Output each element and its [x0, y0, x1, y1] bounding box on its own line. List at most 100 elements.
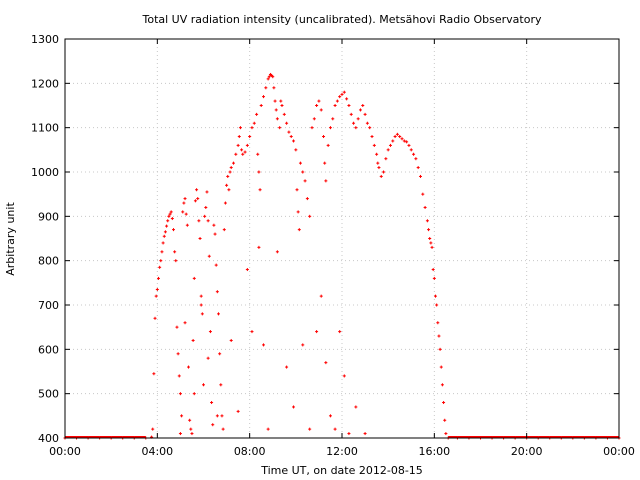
- data-point: [245, 268, 249, 272]
- y-tick-label: 600: [38, 343, 59, 356]
- data-point: [407, 143, 411, 147]
- data-point: [331, 117, 335, 121]
- data-point: [295, 188, 299, 192]
- data-point: [409, 148, 413, 152]
- data-point: [279, 99, 283, 103]
- data-point: [377, 166, 381, 170]
- data-point: [319, 108, 323, 112]
- data-point: [204, 205, 208, 209]
- data-point: [257, 170, 261, 174]
- data-point: [215, 414, 219, 418]
- data-point: [308, 214, 312, 218]
- y-tick-label: 1300: [31, 33, 59, 46]
- data-point: [161, 241, 165, 245]
- data-point: [206, 356, 210, 360]
- data-point: [160, 250, 164, 254]
- data-point: [184, 212, 188, 216]
- data-point: [358, 108, 362, 112]
- data-point: [354, 126, 358, 130]
- data-point: [368, 126, 372, 130]
- data-point: [423, 205, 427, 209]
- y-tick-label: 1200: [31, 77, 59, 90]
- data-point: [301, 343, 305, 347]
- data-point: [226, 174, 230, 178]
- data-point: [352, 121, 356, 125]
- data-point: [342, 374, 346, 378]
- data-point: [272, 86, 276, 90]
- data-point: [273, 99, 277, 103]
- data-point: [199, 303, 203, 307]
- data-point: [347, 432, 351, 436]
- data-point: [328, 414, 332, 418]
- data-point: [275, 117, 279, 121]
- data-point: [436, 321, 440, 325]
- data-point: [356, 117, 360, 121]
- data-point: [196, 197, 200, 201]
- data-point: [414, 157, 418, 161]
- data-point: [326, 143, 330, 147]
- x-tick-label: 08:00: [234, 445, 266, 458]
- data-point: [312, 117, 316, 121]
- data-point: [400, 137, 404, 141]
- data-point: [256, 152, 260, 156]
- data-point: [182, 201, 186, 205]
- data-point: [418, 174, 422, 178]
- data-point: [440, 383, 444, 387]
- data-point: [206, 219, 210, 223]
- data-point: [199, 294, 203, 298]
- data-point: [315, 104, 319, 107]
- data-point: [405, 140, 409, 144]
- data-point: [431, 268, 435, 272]
- data-point: [386, 148, 390, 152]
- data-point: [154, 294, 158, 298]
- y-axis-label: Arbitrary unit: [4, 202, 17, 276]
- data-point: [319, 294, 323, 298]
- data-point: [347, 104, 351, 107]
- data-point: [338, 330, 342, 334]
- data-point: [421, 192, 425, 196]
- data-point: [388, 143, 392, 147]
- data-point: [335, 99, 339, 103]
- data-point: [428, 237, 432, 240]
- data-point: [229, 166, 233, 170]
- data-point: [167, 214, 171, 218]
- data-point: [280, 104, 284, 107]
- x-axis-label: Time UT, on date 2012-08-15: [260, 464, 423, 477]
- data-point: [176, 352, 180, 356]
- data-point: [370, 135, 374, 139]
- data-point: [183, 321, 187, 325]
- x-tick-label: 20:00: [511, 445, 543, 458]
- data-point: [349, 112, 353, 116]
- data-point: [210, 401, 214, 405]
- data-point: [425, 219, 429, 223]
- x-tick-label: 12:00: [326, 445, 358, 458]
- data-point: [372, 143, 376, 147]
- data-point: [345, 97, 349, 101]
- data-point: [262, 343, 266, 347]
- data-point: [275, 250, 279, 254]
- data-point: [153, 316, 157, 320]
- data-point: [298, 161, 302, 165]
- data-point: [197, 219, 201, 223]
- data-point: [227, 188, 231, 192]
- grid-lines: [65, 39, 619, 438]
- data-point: [229, 338, 233, 342]
- data-point: [177, 374, 181, 378]
- data-point: [379, 174, 383, 178]
- data-point: [240, 148, 244, 152]
- data-point: [234, 152, 238, 156]
- y-tick-label: 400: [38, 432, 59, 445]
- data-point: [301, 170, 305, 174]
- data-point: [384, 157, 388, 161]
- data-point: [375, 152, 379, 156]
- data-point: [171, 228, 175, 232]
- data-point: [151, 427, 155, 431]
- data-point: [189, 427, 193, 431]
- data-point: [174, 259, 178, 263]
- data-point: [238, 126, 242, 130]
- data-point: [236, 409, 240, 413]
- data-point: [222, 228, 226, 232]
- data-point: [278, 126, 282, 130]
- data-point: [166, 219, 170, 223]
- data-point: [178, 432, 182, 436]
